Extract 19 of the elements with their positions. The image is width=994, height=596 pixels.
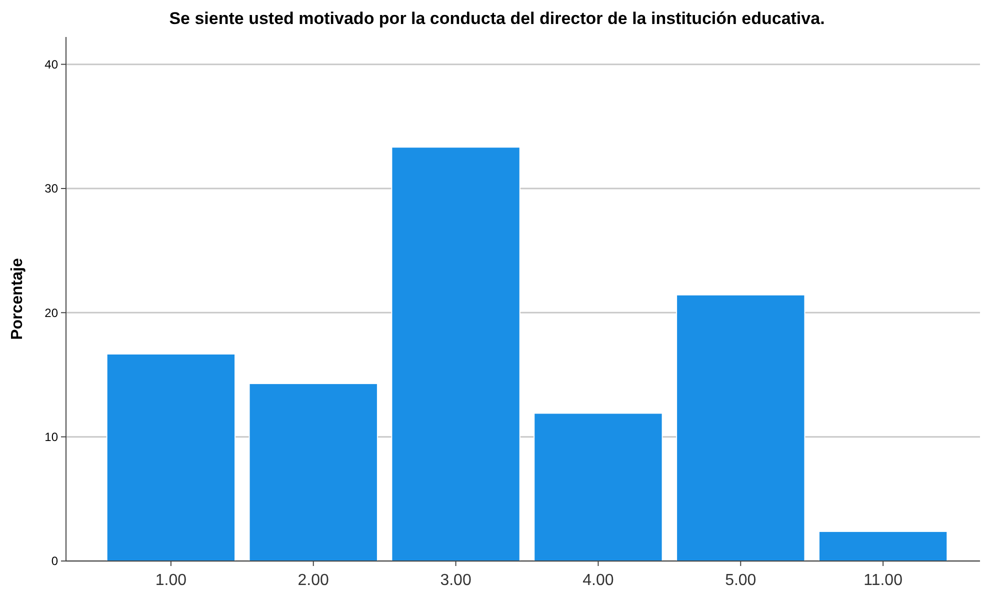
bar [391,146,520,562]
x-tick-label: 5.00 [725,572,756,589]
x-tick-label: 4.00 [582,572,614,589]
y-tick-label: 40 [44,58,58,72]
x-tick-label: 11.00 [864,572,903,589]
chart-title: Se siente usted motivado por la conducta del director de la institución educativa. [169,9,825,28]
bar [106,354,236,562]
bar [534,412,663,562]
bar [676,294,806,562]
y-tick-label: 0 [51,554,58,568]
x-tick-label: 2.00 [298,572,330,589]
y-axis-title: Porcentaje [9,258,26,340]
y-tick-label: 20 [44,306,58,320]
bar [248,383,378,562]
bar [818,530,948,562]
y-tick-label: 10 [44,430,58,444]
x-tick-label: 3.00 [440,572,472,589]
x-tick-label: 1.00 [155,572,187,589]
y-tick-label: 30 [44,182,58,196]
